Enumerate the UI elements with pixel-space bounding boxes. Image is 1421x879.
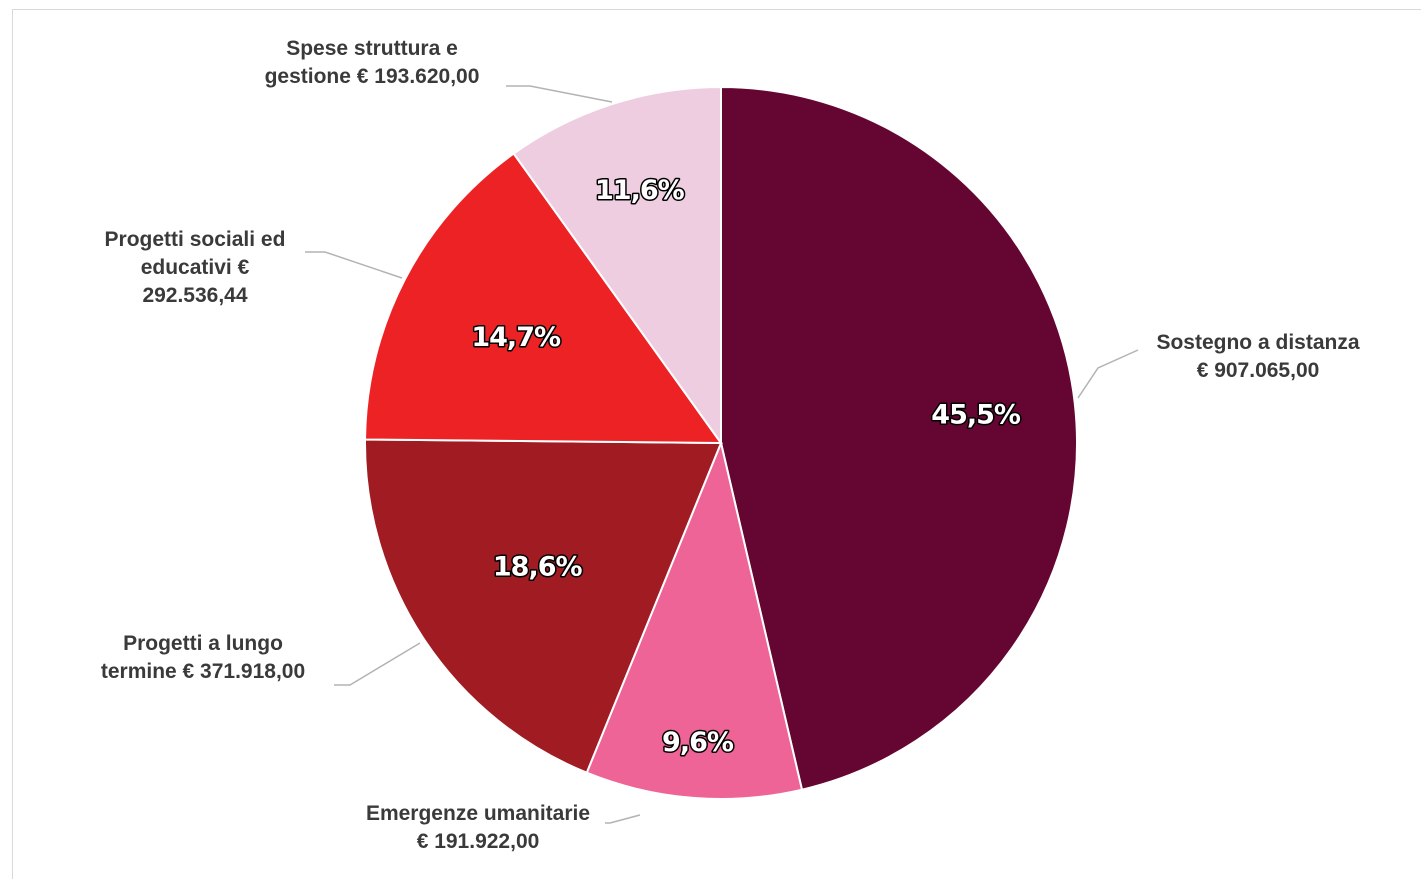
slice-percent-label: 45,5%	[931, 400, 1021, 431]
slice-category-label-line: Emergenze umanitarie	[366, 802, 590, 825]
slice-category-label-line: € 191.922,00	[417, 830, 540, 853]
leader-line	[305, 251, 403, 279]
slice-category-label-line: € 907.065,00	[1197, 359, 1320, 382]
pie-slice	[364, 152, 723, 445]
pie-slice	[585, 439, 804, 800]
slice-category-label: Progetti sociali ed educativi € 292.536,44	[105, 228, 286, 307]
slice-category-label: Progetti a lungo termine € 371.918,00	[101, 632, 305, 683]
slice-category-label-line: 292.536,44	[142, 284, 247, 307]
slice-category-label: Emergenze umanitarie € 191.922,00	[366, 802, 590, 853]
slice-category-label: Sostegno a distanza € 907.065,00	[1156, 331, 1359, 382]
chart-frame	[12, 9, 1421, 879]
leader-line	[506, 85, 613, 103]
slice-category-label-line: Progetti sociali ed	[105, 228, 286, 251]
slices-layer	[364, 85, 1078, 800]
slice-percent-label: 14,7%	[471, 322, 561, 353]
slice-category-label-line: educativi €	[141, 256, 250, 279]
pie-slice	[720, 85, 1078, 791]
leader-line	[1077, 349, 1139, 399]
slice-category-label: Spese struttura e gestione € 193.620,00	[265, 37, 480, 88]
slice-category-label-line: gestione € 193.620,00	[265, 65, 480, 88]
slice-category-label-line: Spese struttura e	[286, 37, 458, 60]
leader-line	[605, 814, 641, 824]
percent-labels-layer: 45,5% 9,6% 18,6% 14,7% 11,6%	[470, 173, 1024, 759]
pie-slice	[512, 85, 722, 447]
leader-lines-layer	[305, 85, 1139, 824]
slice-percent-label: 9,6%	[662, 727, 734, 758]
slice-percent-label: 18,6%	[493, 551, 583, 582]
slice-category-label-line: termine € 371.918,00	[101, 660, 305, 683]
category-labels-layer: Sostegno a distanza € 907.065,00 Emergenze…	[101, 37, 1360, 853]
slice-percent-label: 11,6%	[595, 175, 685, 206]
slice-category-label-line: Sostegno a distanza	[1156, 331, 1359, 354]
leader-line	[334, 642, 421, 686]
slice-category-label-line: Progetti a lungo	[123, 632, 283, 655]
pie-slice	[364, 438, 723, 775]
